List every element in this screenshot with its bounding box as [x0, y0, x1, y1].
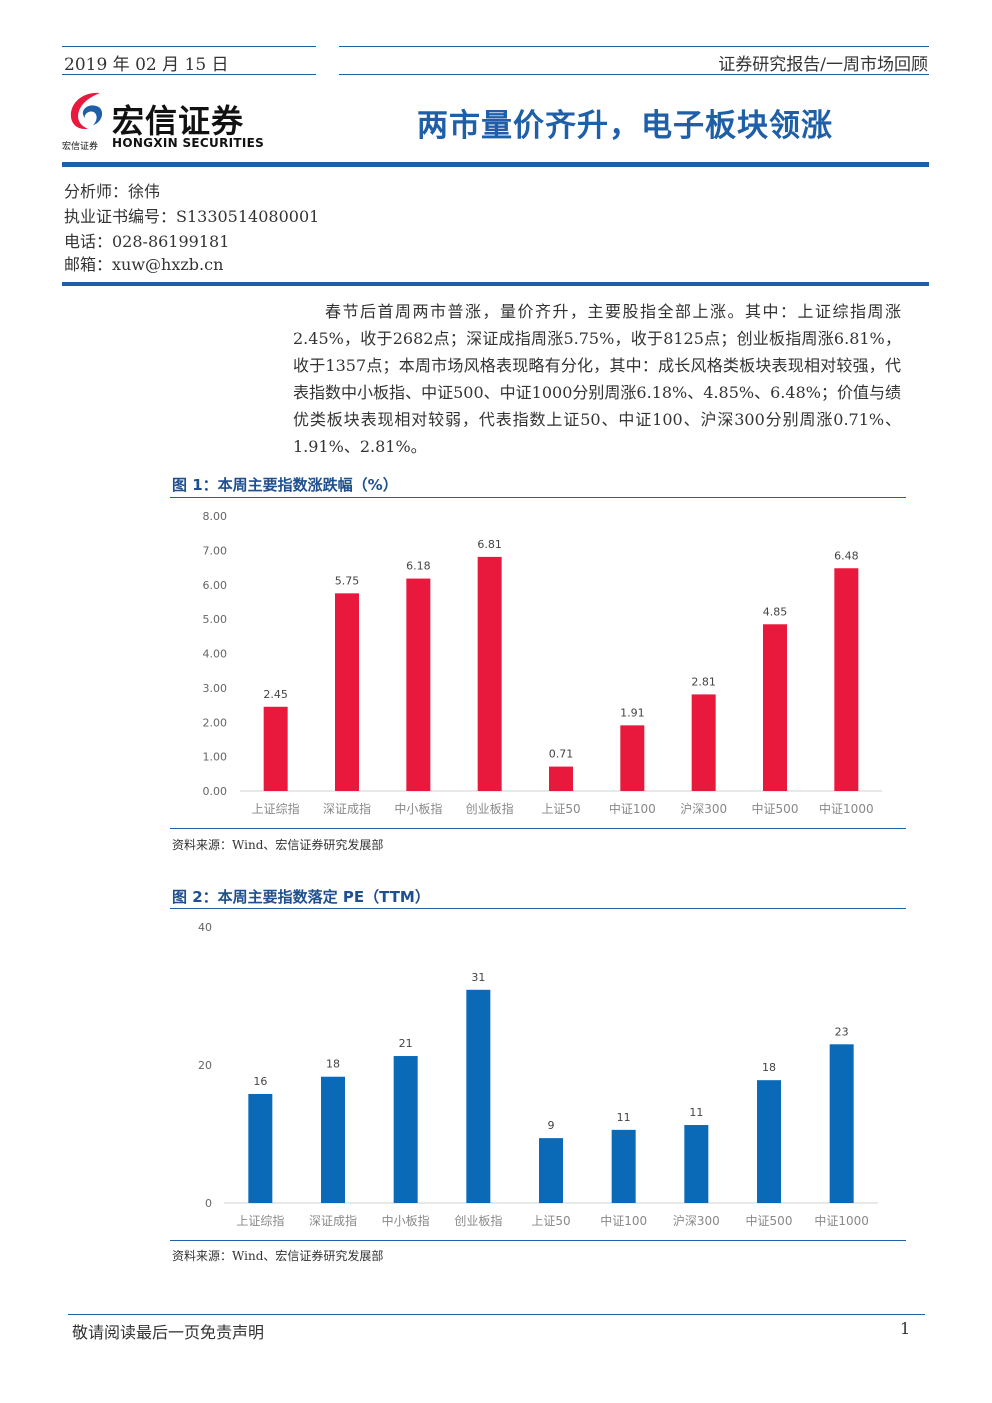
report-title: 两市量价齐升，电子板块领涨 [417, 108, 833, 144]
bar-value-label: 1.91 [620, 706, 645, 719]
x-category-label: 创业板指 [454, 1213, 502, 1228]
bar [829, 1044, 854, 1203]
figure-1-source: 资料来源：Wind、宏信证券研究发展部 [172, 838, 384, 852]
x-category-label: 创业板指 [466, 801, 514, 816]
bar [834, 568, 859, 791]
bar-value-label: 11 [689, 1106, 703, 1119]
bar-value-label: 4.85 [763, 605, 788, 618]
x-category-label: 上证50 [531, 1214, 570, 1228]
bar [539, 1138, 563, 1203]
bar-value-label: 11 [617, 1111, 631, 1124]
figure-2-chart: 0 20 40 16 上证综指 18 深证成指 21 中小板指 31 创业板指 9 上证50 11 中证10… [198, 921, 878, 1228]
y-tick-label: 40 [198, 921, 212, 934]
header-rule-left-top [62, 46, 316, 47]
summary-text: 春节后首周两市普涨，量价齐升，主要股指全部上涨。其中：上证综指周涨2.45%，收… [293, 302, 901, 456]
figure-2-source: 资料来源：Wind、宏信证券研究发展部 [172, 1249, 384, 1263]
x-category-label: 中小板指 [394, 801, 442, 816]
report-type: 证券研究报告/一周市场回顾 [718, 55, 928, 75]
figure-2-top-rule [170, 908, 906, 909]
y-tick-label: 20 [198, 1059, 212, 1072]
figure-1-top-rule [170, 497, 906, 498]
bar-value-label: 2.81 [691, 675, 716, 688]
analyst-cert: 执业证书编号：S1330514080001 [64, 207, 320, 226]
x-category-label: 上证综指 [236, 1213, 284, 1228]
bar [763, 624, 787, 791]
y-tick-label: 8.00 [203, 510, 228, 523]
bar [691, 694, 716, 791]
y-tick-label: 0.00 [203, 785, 228, 798]
figure-1-title: 图 1：本周主要指数涨跌幅（%） [172, 476, 398, 494]
bar [757, 1080, 781, 1203]
header-rule-right-bottom [339, 74, 929, 75]
y-tick-label: 2.00 [203, 716, 228, 729]
bar [393, 1056, 418, 1203]
bar-value-label: 31 [471, 971, 485, 984]
x-category-label: 中证1000 [819, 801, 874, 816]
report-date: 2019 年 02 月 15 日 [64, 55, 229, 75]
bar [335, 593, 359, 791]
x-category-label: 上证综指 [252, 801, 300, 816]
x-category-label: 沪深300 [680, 802, 727, 816]
analyst-name: 分析师：徐伟 [64, 182, 161, 201]
figure-1-chart: 0.00 1.00 2.00 3.00 4.00 5.00 6.00 7.00 8.00 2.45… [203, 510, 882, 816]
x-category-label: 中证1000 [814, 1213, 869, 1228]
x-category-label: 中证500 [746, 1213, 793, 1228]
header-rule-left-bottom [62, 74, 316, 75]
header-divider [62, 162, 929, 167]
y-tick-label: 5.00 [203, 613, 228, 626]
y-tick-label: 1.00 [203, 751, 228, 764]
y-tick-label: 7.00 [203, 544, 228, 557]
x-category-label: 中小板指 [382, 1213, 430, 1228]
bar-value-label: 16 [253, 1075, 267, 1088]
bar [611, 1129, 636, 1203]
bar [549, 766, 573, 791]
bar-value-label: 6.18 [406, 560, 431, 573]
bar-value-label: 9 [548, 1119, 555, 1132]
bar-value-label: 5.75 [335, 574, 360, 587]
bar [684, 1125, 709, 1203]
bar-value-label: 18 [326, 1058, 340, 1071]
bar-value-label: 21 [399, 1037, 413, 1050]
figure-2-bottom-rule [170, 1240, 906, 1241]
x-category-label: 深证成指 [309, 1213, 357, 1228]
x-category-label: 上证50 [541, 802, 580, 816]
bar-value-label: 6.48 [834, 549, 859, 562]
figure-1-bottom-rule [170, 828, 906, 829]
logo-name-cn: 宏信证券 [112, 102, 245, 140]
page-number: 1 [900, 1319, 911, 1338]
bar [263, 706, 288, 791]
y-tick-label: 6.00 [203, 579, 228, 592]
y-tick-label: 0 [205, 1197, 212, 1210]
bar [620, 725, 645, 791]
analyst-phone: 电话：028-86199181 [64, 232, 230, 251]
bar-value-label: 6.81 [477, 538, 502, 551]
bar [248, 1093, 273, 1203]
x-category-label: 中证100 [609, 801, 656, 816]
bar [321, 1076, 345, 1203]
x-category-label: 中证100 [600, 1213, 647, 1228]
y-tick-label: 3.00 [203, 682, 228, 695]
company-logo-icon [70, 92, 103, 130]
bar [477, 556, 502, 791]
bar [406, 578, 431, 791]
logo-name-en: HONGXIN SECURITIES [112, 136, 265, 150]
footer-rule [68, 1314, 925, 1315]
bar-value-label: 23 [835, 1025, 849, 1038]
x-category-label: 中证500 [752, 801, 799, 816]
analyst-divider [62, 282, 929, 286]
x-category-label: 深证成指 [323, 801, 371, 816]
bar-value-label: 18 [762, 1061, 776, 1074]
analyst-email: 邮箱：xuw@hxzb.cn [64, 255, 224, 274]
x-category-label: 沪深300 [673, 1214, 720, 1228]
logo-name-small: 宏信证券 [62, 142, 99, 152]
bar [466, 989, 491, 1203]
footer-disclaimer: 敬请阅读最后一页免责声明 [72, 1323, 265, 1342]
summary-paragraph: 春节后首周两市普涨，量价齐升，主要股指全部上涨。其中：上证综指周涨2.45%，收… [293, 298, 901, 460]
bar-value-label: 0.71 [549, 748, 574, 761]
header-rule-right-top [339, 46, 929, 47]
figure-2-title: 图 2：本周主要指数落定 PE（TTM） [172, 888, 430, 906]
bar-value-label: 2.45 [263, 688, 288, 701]
y-tick-label: 4.00 [203, 648, 228, 661]
